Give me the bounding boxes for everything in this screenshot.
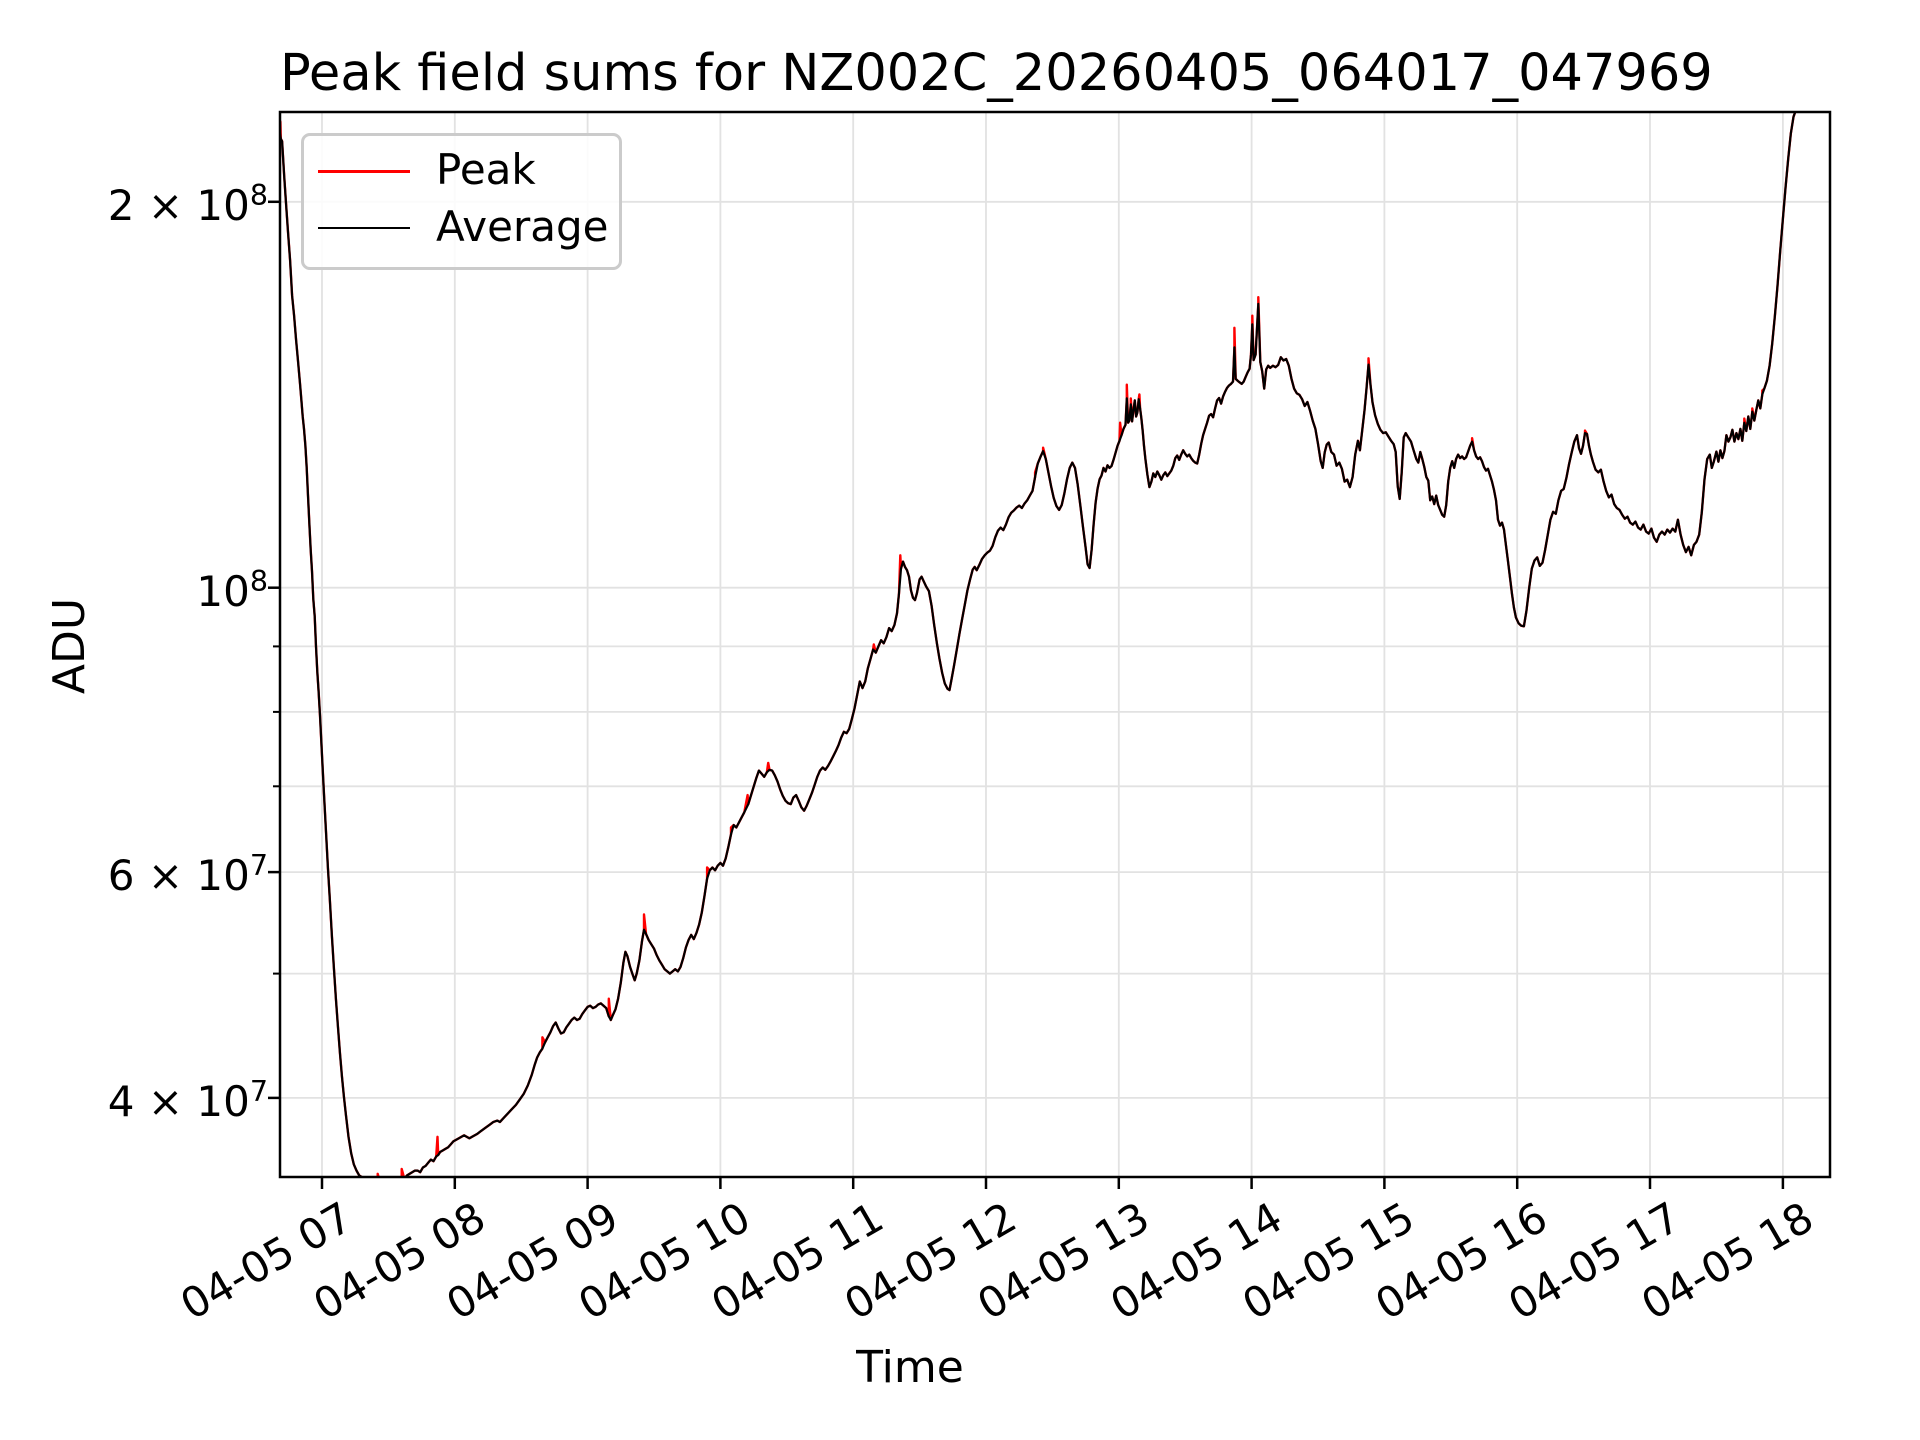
y-axis-label: ADU bbox=[44, 597, 95, 695]
axes-and-ticks bbox=[268, 110, 1832, 1189]
peak-line-sample bbox=[318, 170, 410, 173]
y-tick-label: 4 × 107 bbox=[107, 1074, 268, 1126]
y-tick-label: 6 × 107 bbox=[107, 848, 268, 900]
y-tick-label: 108 bbox=[196, 564, 268, 616]
average-line-sample bbox=[318, 227, 410, 229]
data-curves bbox=[280, 112, 1797, 1177]
legend-label-peak: Peak bbox=[436, 145, 536, 194]
y-tick-label: 2 × 108 bbox=[107, 178, 268, 230]
chart-title: Peak field sums for NZ002C_20260405_0640… bbox=[280, 44, 1713, 103]
x-axis-label: Time bbox=[856, 1342, 964, 1393]
gridlines bbox=[280, 112, 1830, 1177]
legend-label-average: Average bbox=[436, 202, 609, 251]
legend: Peak Average bbox=[301, 133, 622, 270]
